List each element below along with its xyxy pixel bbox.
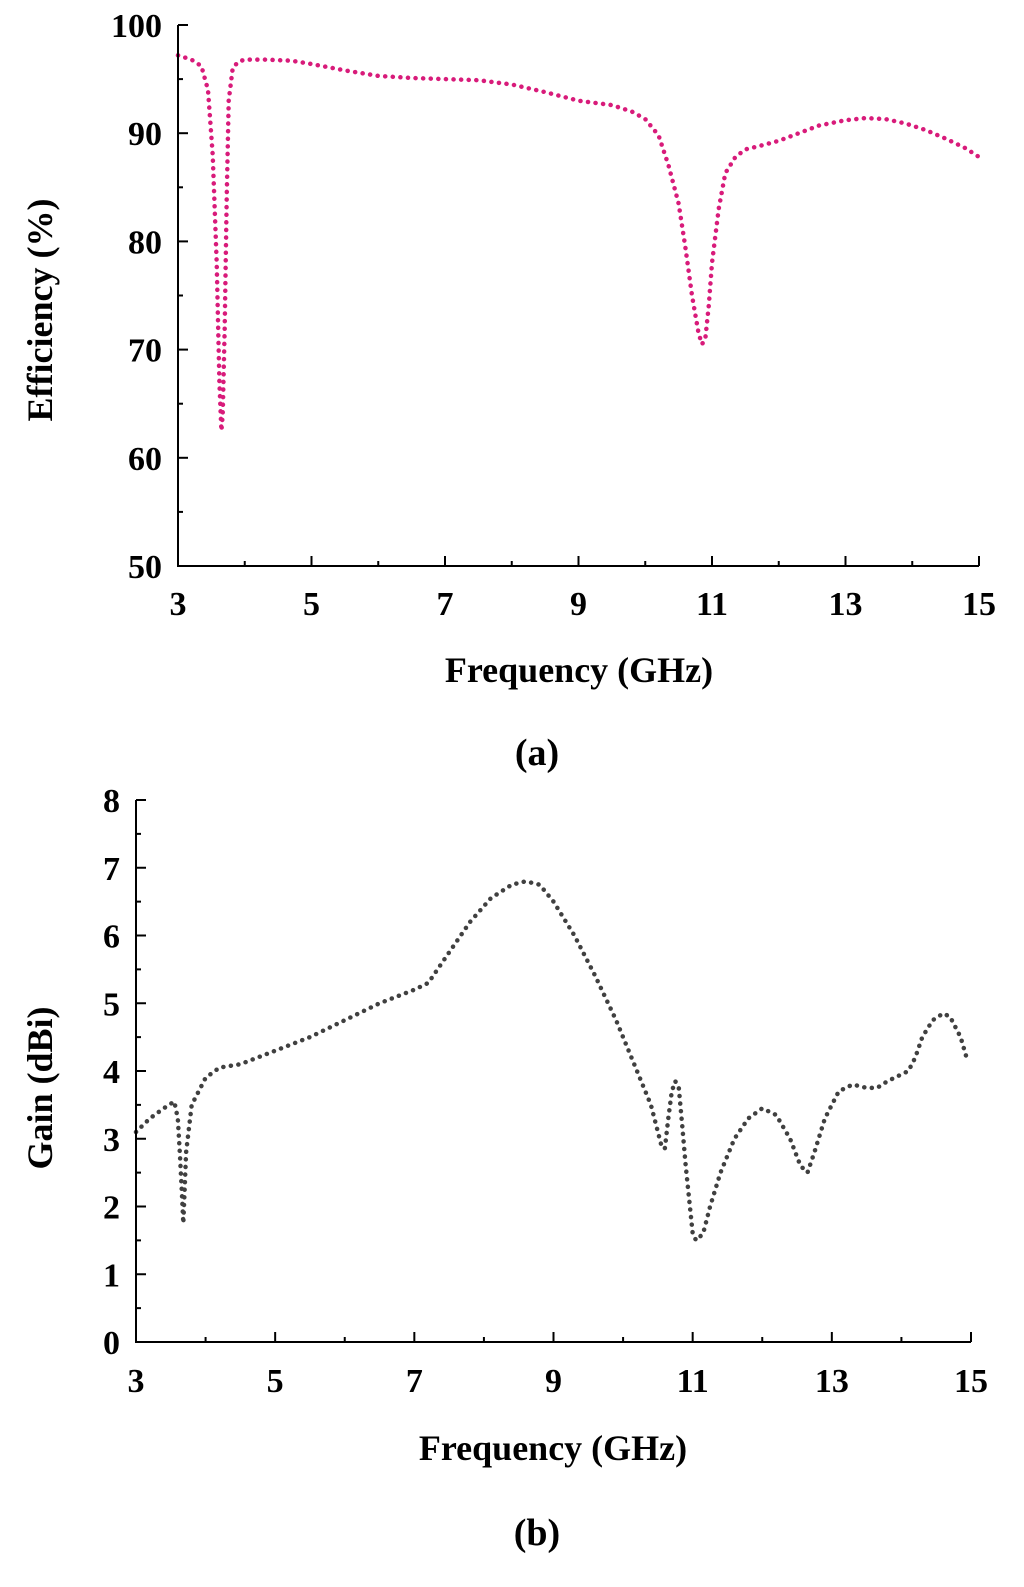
efficiency-x-tick-label: 7 (437, 586, 454, 623)
efficiency-x-tick-label: 11 (696, 586, 728, 623)
efficiency-y-tick-label: 100 (111, 8, 162, 45)
efficiency-y-tick-label: 90 (128, 116, 162, 153)
gain-series-line (133, 879, 970, 1243)
efficiency-x-axis-title: Frequency (GHz) (445, 650, 713, 690)
gain-series-layer (133, 879, 970, 1243)
gain-y-tick-label: 6 (103, 919, 120, 956)
gain-y-tick-label: 8 (103, 783, 120, 820)
gain-x-tick-label: 5 (267, 1363, 284, 1400)
efficiency-x-tick-label: 15 (962, 586, 996, 623)
gain-x-tick-label: 9 (545, 1363, 562, 1400)
gain-x-axis-title: Frequency (GHz) (419, 1428, 687, 1468)
efficiency-x-tick-label: 13 (829, 586, 863, 623)
gain-x-tick-label: 15 (954, 1363, 988, 1400)
gain-y-tick-label: 2 (103, 1190, 120, 1227)
gain-x-tick-label: 3 (128, 1363, 145, 1400)
panel-label-a: (a) (515, 732, 559, 774)
gain-y-tick-label: 3 (103, 1122, 120, 1159)
gain-y-axis-title: Gain (dBi) (20, 1006, 60, 1169)
efficiency-axis-frame (177, 25, 979, 567)
efficiency-series-layer (175, 53, 982, 434)
efficiency-x-tick-label: 3 (170, 586, 187, 623)
efficiency-tick-layer: 3 5 7 9 11 13 15 50 60 70 80 90 100 (111, 8, 996, 623)
gain-y-tick-label: 1 (103, 1257, 120, 1294)
gain-y-tick-label: 7 (103, 851, 120, 888)
gain-y-tick-label: 5 (103, 986, 120, 1023)
gain-y-tick-label: 0 (103, 1325, 120, 1362)
efficiency-x-tick-label: 5 (303, 586, 320, 623)
efficiency-y-tick-label: 80 (128, 224, 162, 261)
gain-tick-layer: 3 5 7 9 11 13 15 0 1 2 3 4 5 6 7 8 (103, 783, 988, 1400)
gain-y-tick-label: 4 (103, 1054, 120, 1091)
gain-chart: 3 5 7 9 11 13 15 0 1 2 3 4 5 6 7 8 Frequency (GHz) Gain… (20, 783, 988, 1554)
gain-x-tick-label: 7 (406, 1363, 423, 1400)
efficiency-y-tick-label: 50 (128, 549, 162, 586)
efficiency-series-line (175, 53, 982, 434)
efficiency-y-tick-label: 70 (128, 333, 162, 370)
gain-x-tick-label: 13 (815, 1363, 849, 1400)
gain-axis-frame (135, 800, 971, 1343)
gain-x-tick-label: 11 (677, 1363, 709, 1400)
panel-label-b: (b) (514, 1512, 560, 1554)
efficiency-x-tick-label: 9 (570, 586, 587, 623)
efficiency-y-tick-label: 60 (128, 441, 162, 478)
efficiency-y-axis-title: Efficiency (%) (20, 199, 60, 422)
